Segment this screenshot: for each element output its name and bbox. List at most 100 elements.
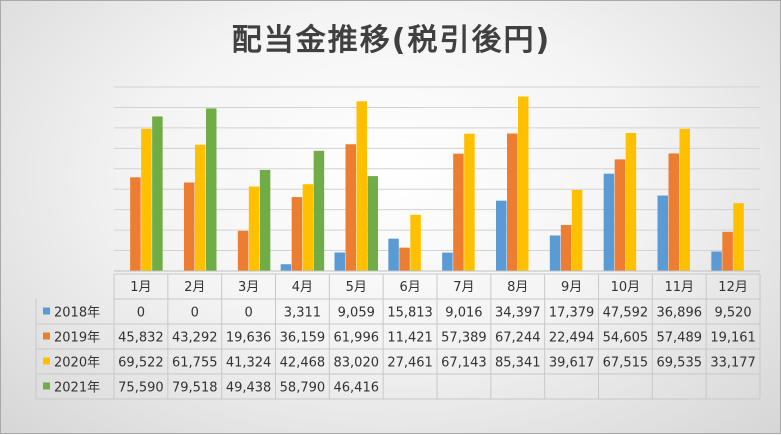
- tick-label: 10月: [611, 280, 641, 295]
- bar-2020年-7月: [464, 133, 475, 271]
- data-label: 0: [137, 306, 145, 321]
- data-label: 42,468: [280, 356, 326, 371]
- bar-2020年-6月: [410, 214, 421, 271]
- data-label: 19,636: [226, 331, 272, 346]
- data-label: 15,813: [387, 306, 433, 321]
- legend-key-2021年: [43, 382, 50, 390]
- data-label: 19,161: [710, 331, 756, 346]
- bar-2020年-2月: [195, 144, 206, 271]
- legend-entry-2018年: 2018年: [54, 306, 100, 321]
- tick-label: 9月: [561, 280, 582, 295]
- bar-2018年-11月: [657, 195, 668, 271]
- data-label: 57,389: [441, 331, 487, 346]
- legend-entry-2020年: 2020年: [54, 356, 100, 371]
- data-label: 54,605: [603, 331, 649, 346]
- tick-label: 4月: [292, 280, 313, 295]
- tick-label: 5月: [346, 280, 367, 295]
- data-label: 41,324: [226, 356, 272, 371]
- bar-2018年-5月: [334, 252, 345, 271]
- bar-2020年-4月: [302, 184, 314, 271]
- bar-2019年-3月: [237, 230, 249, 271]
- data-label: 67,515: [603, 356, 649, 371]
- legend-entry-2021年: 2021年: [54, 381, 100, 396]
- data-label: 79,518: [172, 381, 218, 396]
- data-label: 0: [244, 306, 252, 321]
- tick-label: 12月: [718, 280, 748, 295]
- bar-2018年-10月: [603, 173, 615, 271]
- bar-2020年-10月: [625, 132, 637, 271]
- bar-2019年-5月: [345, 144, 356, 271]
- data-label: 61,996: [334, 331, 380, 346]
- bar-2019年-2月: [184, 182, 195, 271]
- data-label: 3,311: [284, 306, 321, 321]
- tick-label: 2月: [184, 280, 205, 295]
- bar-2021年-4月: [313, 150, 325, 271]
- data-label: 39,617: [549, 356, 595, 371]
- data-label: 9,520: [714, 306, 751, 321]
- bar-2019年-12月: [722, 231, 733, 271]
- data-label: 36,896: [657, 306, 703, 321]
- bar-2021年-2月: [206, 108, 217, 271]
- data-label: 69,535: [657, 356, 703, 371]
- bar-2019年-4月: [291, 197, 303, 271]
- bar-2019年-6月: [399, 247, 410, 271]
- bar-2018年-12月: [711, 251, 722, 271]
- data-label: 47,592: [603, 306, 649, 321]
- data-label: 83,020: [334, 356, 380, 371]
- data-label: 36,159: [280, 331, 326, 346]
- tick-label: 11月: [664, 280, 694, 295]
- tick-label: 7月: [453, 280, 474, 295]
- chart-title: 配当金推移(税引後円): [231, 23, 552, 58]
- bar-2018年-4月: [280, 264, 292, 271]
- bar-2020年-8月: [518, 96, 529, 271]
- legend-key-2019年: [43, 332, 50, 340]
- data-label: 45,832: [118, 331, 164, 346]
- bar-2020年-5月: [356, 101, 367, 271]
- data-label: 49,438: [226, 381, 272, 396]
- bar-2020年-1月: [141, 128, 152, 271]
- tick-label: 6月: [399, 280, 420, 295]
- data-label: 57,489: [657, 331, 703, 346]
- bar-2021年-1月: [152, 116, 163, 271]
- bar-2018年-9月: [549, 235, 561, 271]
- bar-2019年-11月: [668, 153, 679, 271]
- data-label: 85,341: [495, 356, 541, 371]
- legend-entry-2019年: 2019年: [54, 331, 100, 346]
- data-label: 11,421: [387, 331, 433, 346]
- bar-2021年-3月: [259, 169, 271, 271]
- data-label: 9,059: [338, 306, 375, 321]
- bar-2020年-9月: [571, 190, 583, 271]
- data-label: 17,379: [549, 306, 595, 321]
- data-label: 46,416: [334, 381, 380, 396]
- data-label: 34,397: [495, 306, 541, 321]
- data-label: 67,244: [495, 331, 541, 346]
- bar-2019年-9月: [560, 225, 572, 271]
- data-label: 33,177: [710, 356, 756, 371]
- tick-label: 1月: [130, 280, 151, 295]
- tick-label: 3月: [238, 280, 259, 295]
- tick-label: 8月: [507, 280, 528, 295]
- bar-2019年-1月: [130, 177, 141, 271]
- bar-2021年-5月: [367, 176, 378, 271]
- data-label: 61,755: [172, 356, 218, 371]
- bar-2019年-10月: [614, 159, 626, 271]
- legend-key-2018年: [43, 307, 50, 315]
- legend-key-2020年: [43, 357, 50, 365]
- data-label: 0: [191, 306, 199, 321]
- bar-2018年-6月: [388, 238, 399, 271]
- bar-2019年-7月: [453, 153, 464, 271]
- bar-2020年-3月: [248, 186, 260, 271]
- data-label: 69,522: [118, 356, 164, 371]
- bar-2018年-7月: [442, 252, 453, 271]
- bar-2019年-8月: [507, 133, 518, 271]
- data-label: 67,143: [441, 356, 487, 371]
- bar-2018年-8月: [496, 200, 507, 271]
- bar-2020年-12月: [733, 203, 744, 271]
- bar-2020年-11月: [679, 128, 690, 271]
- data-label: 22,494: [549, 331, 595, 346]
- data-label: 75,590: [118, 381, 164, 396]
- data-label: 58,790: [280, 381, 326, 396]
- data-label: 9,016: [445, 306, 482, 321]
